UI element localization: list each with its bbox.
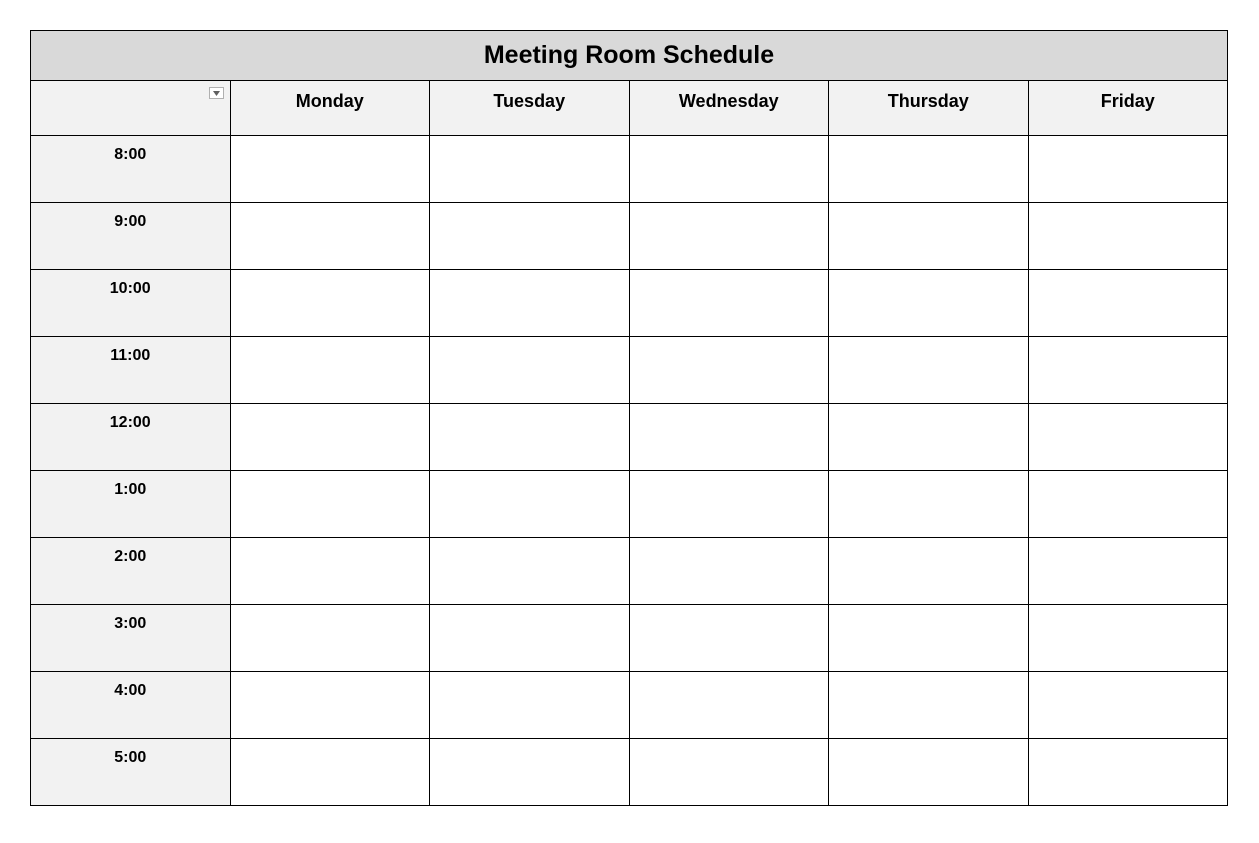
schedule-cell[interactable]	[1028, 404, 1228, 471]
time-row: 9:00	[31, 203, 1228, 270]
schedule-cell[interactable]	[829, 337, 1029, 404]
schedule-cell[interactable]	[230, 672, 430, 739]
schedule-cell[interactable]	[629, 270, 829, 337]
time-row: 1:00	[31, 471, 1228, 538]
schedule-cell[interactable]	[230, 404, 430, 471]
time-header: 9:00	[31, 203, 231, 270]
time-header: 10:00	[31, 270, 231, 337]
day-header-wednesday: Wednesday	[629, 81, 829, 136]
schedule-cell[interactable]	[829, 203, 1029, 270]
schedule-cell[interactable]	[1028, 538, 1228, 605]
schedule-cell[interactable]	[430, 270, 630, 337]
day-header-tuesday: Tuesday	[430, 81, 630, 136]
schedule-cell[interactable]	[430, 136, 630, 203]
schedule-cell[interactable]	[230, 136, 430, 203]
day-header-friday: Friday	[1028, 81, 1228, 136]
schedule-cell[interactable]	[230, 203, 430, 270]
schedule-cell[interactable]	[430, 538, 630, 605]
schedule-cell[interactable]	[629, 337, 829, 404]
schedule-cell[interactable]	[829, 605, 1029, 672]
time-header: 8:00	[31, 136, 231, 203]
time-header: 11:00	[31, 337, 231, 404]
schedule-table: Meeting Room Schedule Monday Tuesday Wed…	[30, 30, 1228, 806]
time-header: 3:00	[31, 605, 231, 672]
schedule-cell[interactable]	[430, 672, 630, 739]
schedule-cell[interactable]	[230, 605, 430, 672]
corner-cell	[31, 81, 231, 136]
schedule-cell[interactable]	[1028, 605, 1228, 672]
title-cell: Meeting Room Schedule	[31, 31, 1228, 81]
schedule-cell[interactable]	[829, 404, 1029, 471]
schedule-cell[interactable]	[829, 672, 1029, 739]
schedule-cell[interactable]	[629, 739, 829, 806]
schedule-cell[interactable]	[629, 404, 829, 471]
schedule-cell[interactable]	[629, 203, 829, 270]
schedule-cell[interactable]	[829, 471, 1029, 538]
time-header: 4:00	[31, 672, 231, 739]
schedule-cell[interactable]	[230, 739, 430, 806]
schedule-cell[interactable]	[430, 471, 630, 538]
schedule-cell[interactable]	[430, 605, 630, 672]
schedule-cell[interactable]	[1028, 270, 1228, 337]
header-row: Monday Tuesday Wednesday Thursday Friday	[31, 81, 1228, 136]
schedule-cell[interactable]	[230, 538, 430, 605]
time-header: 5:00	[31, 739, 231, 806]
time-row: 10:00	[31, 270, 1228, 337]
filter-button[interactable]	[209, 87, 224, 99]
schedule-cell[interactable]	[430, 203, 630, 270]
schedule-cell[interactable]	[230, 270, 430, 337]
schedule-cell[interactable]	[629, 471, 829, 538]
time-header: 1:00	[31, 471, 231, 538]
time-row: 3:00	[31, 605, 1228, 672]
schedule-cell[interactable]	[1028, 203, 1228, 270]
chevron-down-icon	[213, 91, 220, 96]
time-row: 12:00	[31, 404, 1228, 471]
schedule-cell[interactable]	[629, 538, 829, 605]
schedule-cell[interactable]	[1028, 672, 1228, 739]
schedule-cell[interactable]	[1028, 337, 1228, 404]
time-header: 2:00	[31, 538, 231, 605]
time-row: 2:00	[31, 538, 1228, 605]
schedule-cell[interactable]	[829, 270, 1029, 337]
schedule-cell[interactable]	[629, 605, 829, 672]
schedule-cell[interactable]	[1028, 739, 1228, 806]
schedule-cell[interactable]	[1028, 471, 1228, 538]
schedule-cell[interactable]	[829, 538, 1029, 605]
schedule-cell[interactable]	[230, 471, 430, 538]
schedule-cell[interactable]	[829, 136, 1029, 203]
day-header-monday: Monday	[230, 81, 430, 136]
schedule-cell[interactable]	[629, 672, 829, 739]
time-row: 5:00	[31, 739, 1228, 806]
schedule-cell[interactable]	[430, 739, 630, 806]
schedule-cell[interactable]	[629, 136, 829, 203]
time-header: 12:00	[31, 404, 231, 471]
time-row: 4:00	[31, 672, 1228, 739]
time-row: 11:00	[31, 337, 1228, 404]
schedule-cell[interactable]	[430, 404, 630, 471]
schedule-cell[interactable]	[430, 337, 630, 404]
schedule-cell[interactable]	[230, 337, 430, 404]
schedule-title: Meeting Room Schedule	[484, 41, 774, 69]
day-header-thursday: Thursday	[829, 81, 1029, 136]
schedule-cell[interactable]	[1028, 136, 1228, 203]
time-row: 8:00	[31, 136, 1228, 203]
schedule-cell[interactable]	[829, 739, 1029, 806]
